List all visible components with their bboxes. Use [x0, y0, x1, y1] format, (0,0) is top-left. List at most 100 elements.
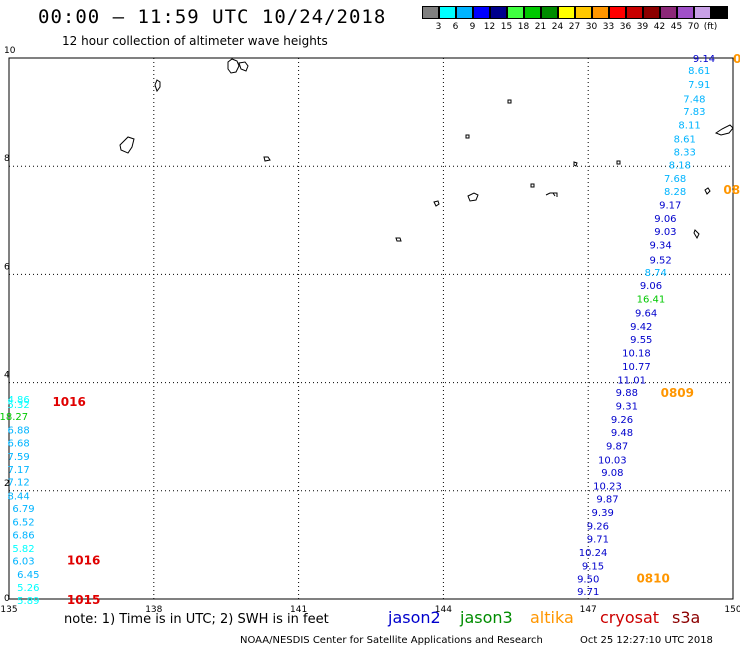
color-scale-swatch [592, 6, 609, 19]
color-scale-label: (ft) [703, 22, 718, 32]
pass-time-annotation: 0810 [636, 571, 669, 585]
color-scale-swatch [711, 6, 728, 19]
wave-height-label: 6.79 [12, 504, 34, 515]
y-tick-label: 8 [4, 154, 10, 164]
y-tick-label: 4 [4, 371, 10, 381]
pass-time-annotation: 1016 [67, 554, 100, 568]
wave-height-label: 9.03 [654, 227, 676, 238]
wave-height-label: 9.71 [577, 587, 599, 598]
color-scale-label: 30 [585, 22, 598, 32]
wave-height-label: 8.74 [645, 268, 667, 279]
coastline-outline [507, 99, 512, 104]
color-scale-label: 15 [500, 22, 513, 32]
wave-height-label: 18.27 [0, 412, 28, 423]
wave-height-label: 9.52 [649, 255, 671, 266]
wave-height-label: 9.26 [611, 415, 633, 426]
coastline-outline [616, 160, 621, 165]
color-scale-swatch [694, 6, 711, 19]
color-scale-swatch [422, 6, 439, 19]
color-scale-swatch [643, 6, 660, 19]
color-scale-swatch [558, 6, 575, 19]
wave-height-label: 8.33 [674, 148, 696, 159]
pass-time-annotation: 0 [733, 52, 740, 66]
color-scale-swatch [439, 6, 456, 19]
wave-height-label: 10.77 [622, 362, 651, 373]
wave-height-label: 9.71 [587, 534, 609, 545]
color-scale-label: 33 [602, 22, 615, 32]
wave-height-label: 8.28 [664, 187, 686, 198]
x-tick-label: 144 [435, 605, 452, 615]
color-scale-swatch [575, 6, 592, 19]
page-subtitle: 12 hour collection of altimeter wave hei… [62, 34, 328, 48]
footer-note: note: 1) Time is in UTC; 2) SWH is in fe… [64, 612, 329, 627]
wave-height-label: 8.44 [8, 492, 30, 503]
wave-height-label: 9.55 [630, 335, 652, 346]
wave-height-label: 5.32 [8, 400, 30, 411]
coastline-outline [238, 61, 249, 72]
wave-height-label: 6.45 [17, 570, 39, 581]
color-scale-swatch [456, 6, 473, 19]
coastline-outline [545, 192, 558, 197]
coastline-outline [467, 192, 479, 202]
wave-height-label: 6.88 [8, 426, 30, 437]
wave-height-label: 7.83 [683, 107, 705, 118]
pass-time-annotation: 1016 [52, 395, 85, 409]
wave-height-label: 9.48 [611, 428, 633, 439]
wave-height-label: 7.91 [688, 80, 710, 91]
coastline-outline [433, 200, 440, 207]
color-scale-swatch [677, 6, 694, 19]
color-scale-label: 39 [636, 22, 649, 32]
pass-time-annotation: 1015 [67, 593, 100, 607]
wave-height-label: 9.15 [582, 561, 604, 572]
wave-height-label: 9.50 [577, 574, 599, 585]
coastline-outline [573, 161, 578, 167]
color-scale-label: 27 [568, 22, 581, 32]
wave-height-label: 7.12 [8, 478, 30, 489]
color-scale-label: 3 [435, 22, 442, 32]
wave-height-label: 9.87 [596, 494, 618, 505]
x-tick-label: 150 [724, 605, 740, 615]
wave-height-label: 5.26 [17, 583, 39, 594]
wave-height-label: 7.48 [683, 95, 705, 106]
color-scale-label: 42 [653, 22, 666, 32]
coastline-outline [704, 187, 711, 195]
generated-timestamp: Oct 25 12:27:10 UTC 2018 [580, 635, 713, 646]
wave-height-label: 9.42 [630, 322, 652, 333]
wave-height-label: 4.86 [8, 395, 30, 406]
coastline-outline [263, 156, 271, 162]
color-scale-label: 70 [687, 22, 700, 32]
x-tick-label: 141 [290, 605, 307, 615]
pass-time-annotation: 0809 [661, 386, 694, 400]
color-scale-swatch [524, 6, 541, 19]
plot-frame [8, 57, 734, 600]
color-scale-swatch [626, 6, 643, 19]
color-scale-swatch [473, 6, 490, 19]
wave-height-label: 9.08 [601, 468, 623, 479]
wave-height-label: 16.41 [637, 295, 666, 306]
wave-height-label: 10.03 [598, 455, 627, 466]
wave-height-label: 9.87 [606, 441, 628, 452]
wave-height-label: 8.61 [688, 66, 710, 77]
satellite-legend-item: s3a [672, 608, 701, 627]
wave-height-label: 9.31 [616, 401, 638, 412]
wave-height-label: 9.06 [640, 281, 662, 292]
color-scale-swatch [541, 6, 558, 19]
coastline-outline [465, 134, 470, 139]
satellite-legend-item: jason3 [460, 608, 513, 627]
y-tick-label: 2 [4, 479, 10, 489]
color-scale-swatch [490, 6, 507, 19]
satellite-legend-item: altika [530, 608, 574, 627]
color-scale-label: 24 [551, 22, 564, 32]
x-tick-label: 135 [0, 605, 17, 615]
y-tick-label: 0 [4, 594, 10, 604]
satellite-legend-item: cryosat [600, 608, 660, 627]
wave-height-label: 9.88 [616, 388, 638, 399]
page-title: 00:00 – 11:59 UTC 10/24/2018 [38, 6, 387, 28]
wave-height-label: 7.17 [8, 465, 30, 476]
wave-height-label: 7.68 [664, 174, 686, 185]
wave-height-label: 8.61 [674, 135, 696, 146]
wave-height-label: 9.17 [659, 201, 681, 212]
wave-height-label: 5.82 [12, 544, 34, 555]
